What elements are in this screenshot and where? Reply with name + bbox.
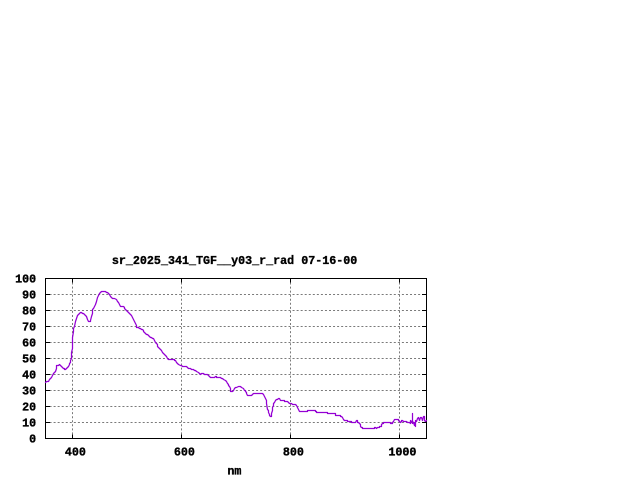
svg-text:0: 0 <box>29 433 36 447</box>
svg-text:40: 40 <box>22 369 36 383</box>
svg-text:80: 80 <box>22 305 36 319</box>
svg-text:100: 100 <box>15 273 36 287</box>
svg-text:30: 30 <box>22 385 36 399</box>
svg-text:600: 600 <box>174 446 195 460</box>
svg-text:1000: 1000 <box>388 446 416 460</box>
svg-text:90: 90 <box>22 289 36 303</box>
svg-text:20: 20 <box>22 401 36 415</box>
svg-text:10: 10 <box>22 417 36 431</box>
svg-text:sr_2025_341_TGF__y03_r_rad 07-: sr_2025_341_TGF__y03_r_rad 07-16-00 <box>112 254 357 268</box>
svg-text:800: 800 <box>283 446 304 460</box>
svg-text:400: 400 <box>65 446 86 460</box>
svg-text:nm: nm <box>227 465 241 479</box>
svg-text:60: 60 <box>22 337 36 351</box>
svg-text:50: 50 <box>22 353 36 367</box>
svg-text:70: 70 <box>22 321 36 335</box>
